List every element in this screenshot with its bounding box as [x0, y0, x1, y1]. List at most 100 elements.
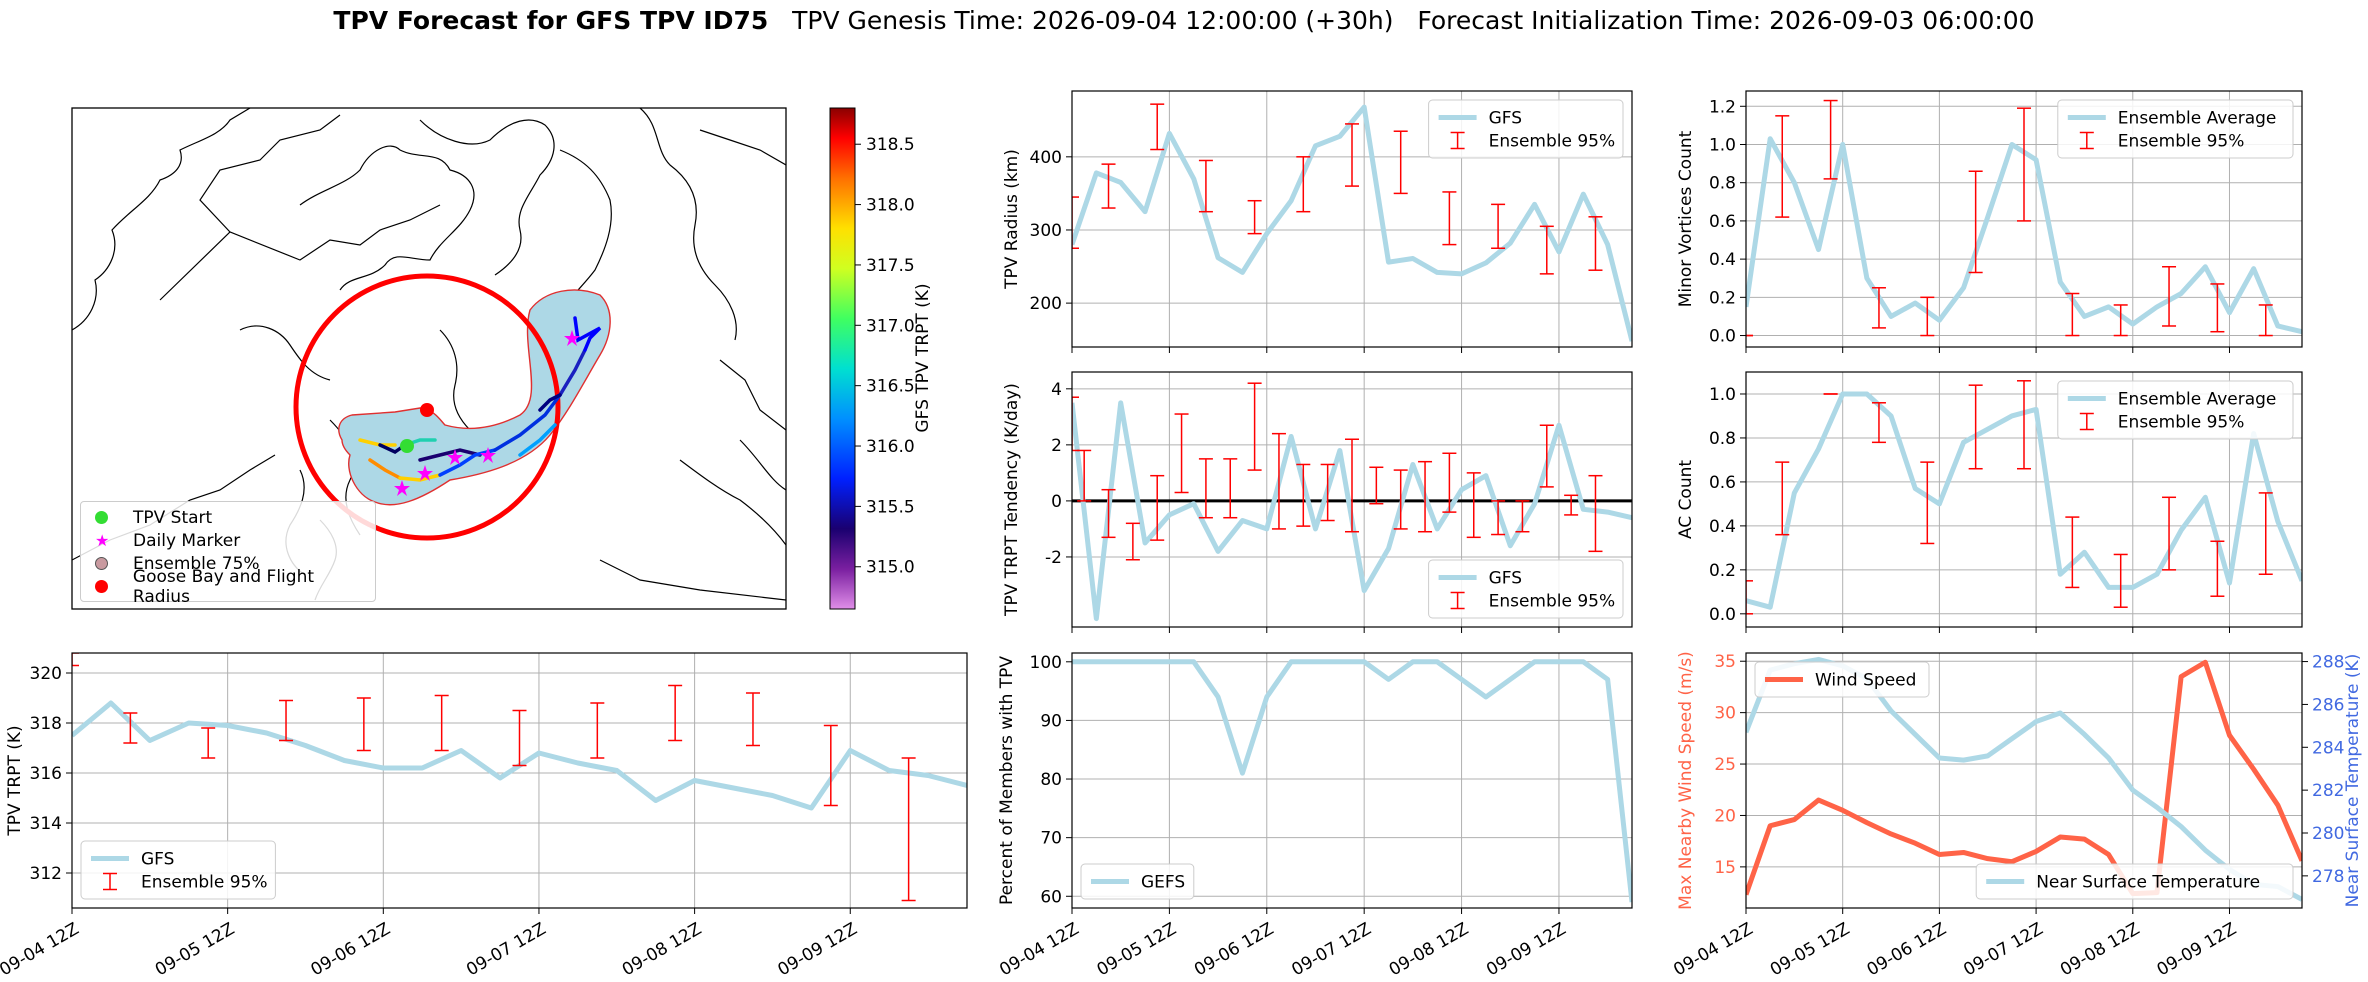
ensemble-error-bar: [823, 724, 838, 807]
x-tick-label: 09-07 12Z: [1960, 919, 2046, 980]
y-tick-label: 15: [1714, 858, 1736, 878]
ensemble-error-bar: [1442, 191, 1457, 246]
ensemble-error-bar: [1491, 203, 1506, 250]
legend-label: GFS: [1489, 109, 1522, 129]
y-tick-label: 0.4: [1709, 517, 1736, 537]
page-title: TPV Forecast for GFS TPV ID75 TPV Genesi…: [0, 6, 2368, 35]
y-tick-label: 312: [30, 864, 62, 884]
axes-frame: [1071, 90, 1633, 348]
chart-tendency: -2 0 2 4 TPV TRPT Tendency (K/day) GFS Ensembl…: [1002, 371, 1633, 633]
map-legend: TPV Start ★ Daily Marker Ensemble 75% Go…: [80, 501, 376, 607]
y-right-tick-label: 288: [2312, 653, 2344, 673]
blue-circle-icon: [95, 557, 108, 570]
legend-label: Ensemble 75%: [133, 553, 260, 574]
legend-entry-ensemble-75: Ensemble 75%: [95, 552, 375, 575]
ensemble-error-bar: [2210, 540, 2225, 597]
ensemble-error-bar: [2113, 304, 2128, 337]
y-tick-label: 0.0: [1709, 327, 1736, 347]
y-tick-label: 4: [1051, 380, 1062, 400]
ensemble-error-bar: [1072, 396, 1079, 452]
ensemble-error-bar: [1345, 123, 1359, 187]
y-tick-label: 0.6: [1709, 212, 1736, 232]
plot-area: [1072, 659, 1632, 903]
title-model-id: TPV Forecast for GFS TPV ID75: [333, 6, 769, 35]
ensemble-error-bar: [1072, 196, 1079, 250]
ensemble-error-bar: [2065, 516, 2080, 589]
ensemble-error-bar: [1539, 225, 1554, 275]
ensemble-error-bar: [590, 702, 605, 759]
ensemble-error-bar: [1247, 199, 1262, 235]
y-tick-label: 35: [1714, 652, 1736, 672]
x-tick-label: 09-04 12Z: [996, 919, 1082, 980]
y-axis-label: AC Count: [1676, 460, 1696, 539]
legend-entry-tpv-start: TPV Start: [95, 506, 375, 529]
legend-label: Ensemble Average: [2118, 390, 2277, 410]
chart-legend: GFS Ensemble 95%: [1428, 99, 1624, 159]
axes-frame: [1071, 652, 1633, 909]
legend-label: Ensemble 95%: [1489, 132, 1616, 152]
x-tick-label: 09-05 12Z: [1094, 919, 1180, 980]
y-tick-label: 30: [1714, 704, 1736, 724]
y-tick-label: 1.2: [1709, 97, 1736, 117]
y-tick-label: 70: [1040, 829, 1062, 849]
y-tick-label: 0.6: [1709, 473, 1736, 493]
y-axis-label: Percent of Members with TPV: [997, 656, 1017, 905]
ensemble-error-bar: [1968, 384, 1983, 470]
ensemble-error-bar: [1823, 99, 1838, 180]
ensemble-error-bar: [1920, 296, 1935, 337]
x-tick-label: 09-08 12Z: [1386, 919, 1472, 980]
ensemble-error-bar: [745, 692, 760, 747]
ensemble-error-bar: [2162, 496, 2177, 571]
y-tick-label: 200: [1030, 294, 1062, 314]
y-tick-label: -2: [1045, 548, 1062, 568]
y-tick-label: 100: [1030, 653, 1062, 673]
chart-legend: GEFS: [1080, 863, 1195, 900]
plot-area: [72, 653, 967, 902]
legend-entry-daily-marker: ★ Daily Marker: [95, 529, 375, 552]
ensemble-error-bar: [1296, 463, 1311, 527]
y-tick-label: 0.4: [1709, 250, 1736, 270]
legend-label: GEFS: [1141, 873, 1185, 893]
x-tick-label: 09-06 12Z: [1864, 919, 1950, 980]
ensemble-error-bar: [1539, 424, 1554, 488]
y-right-tick-label: 278: [2312, 867, 2344, 887]
ensemble-error-bar: [1150, 474, 1165, 541]
legend-label: Near Surface Temperature: [2036, 873, 2260, 893]
legend-label: Ensemble 95%: [141, 873, 268, 893]
axes-frame: [1745, 90, 2303, 348]
legend-label: TPV Start: [133, 507, 213, 528]
series-line-gfs: [1072, 104, 1632, 342]
ensemble-error-bar: [1150, 103, 1165, 151]
ensemble-error-bar: [2258, 304, 2273, 337]
ensemble-error-bar: [1871, 402, 1886, 444]
ensemble-error-bar: [1271, 432, 1286, 530]
y-tick-label: 0.8: [1709, 174, 1736, 194]
legend-label: Wind Speed: [1815, 671, 1916, 691]
chart-ac: 0.0 0.2 0.4 0.6 0.8 1.0 AC Count Ensemble Avera…: [1676, 371, 2303, 633]
x-tick-label: 09-06 12Z: [308, 919, 394, 980]
ensemble-error-bar: [1968, 170, 1983, 274]
plot-area: [1746, 99, 2302, 337]
ensemble-error-bar: [1393, 130, 1408, 195]
y-tick-label: 400: [1030, 148, 1062, 168]
y-tick-label: 0: [1051, 492, 1062, 512]
y-tick-label: 60: [1040, 887, 1062, 907]
legend-label: Ensemble Average: [2118, 109, 2277, 129]
ensemble-error-bar: [1369, 466, 1384, 505]
ensemble-error-bar: [2210, 283, 2225, 333]
x-tick-label: 09-09 12Z: [1483, 919, 1569, 980]
ensemble-error-bar: [1174, 413, 1189, 494]
ensemble-error-bar: [2113, 553, 2128, 608]
x-tick-label: 09-06 12Z: [1191, 919, 1277, 980]
ensemble-error-bar: [1920, 461, 1935, 545]
x-tick-label: 09-07 12Z: [1288, 919, 1374, 980]
magenta-star-icon: ★: [95, 531, 110, 550]
legend-label: Daily Marker: [133, 530, 241, 551]
y-tick-label: 1.0: [1709, 135, 1736, 155]
ensemble-error-bar: [1101, 163, 1116, 209]
series-line-gefs: [1072, 659, 1632, 903]
ensemble-error-bar: [2017, 380, 2031, 470]
chart-legend: Wind Speed: [1754, 661, 1930, 698]
